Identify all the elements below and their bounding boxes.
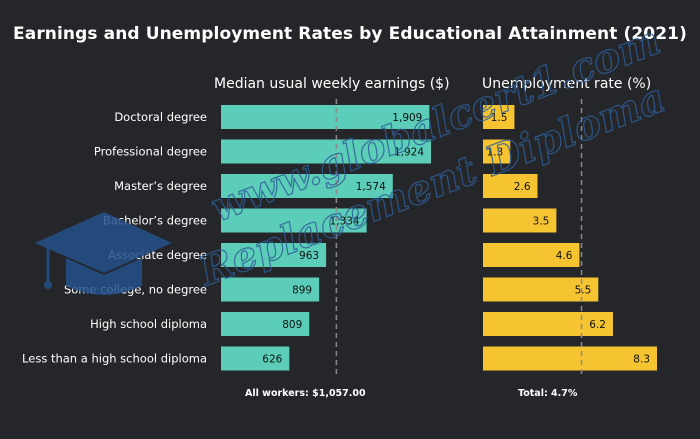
unemployment-bar bbox=[483, 139, 511, 164]
unemployment-value-label: 2.6 bbox=[514, 181, 531, 193]
unemployment-value-label: 5.5 bbox=[575, 285, 592, 297]
earnings-bar bbox=[221, 174, 393, 198]
category-label: High school diploma bbox=[90, 317, 207, 331]
unemployment-bar bbox=[483, 174, 538, 198]
unemployment-bar bbox=[483, 105, 515, 129]
unemployment-value-label: 1.3 bbox=[487, 147, 504, 159]
category-label: Professional degree bbox=[94, 145, 207, 159]
earnings-bar bbox=[221, 277, 320, 302]
category-label: Associate degree bbox=[108, 248, 207, 262]
earnings-value-label: 626 bbox=[262, 354, 282, 366]
unemployment-value-label: 1.5 bbox=[491, 112, 508, 124]
earnings-bar bbox=[221, 346, 290, 371]
unemployment-footer: Total: 4.7% bbox=[518, 388, 578, 399]
earnings-bar bbox=[221, 208, 367, 233]
unemployment-bar bbox=[483, 312, 613, 336]
earnings-bar bbox=[221, 139, 431, 164]
category-label: Some college, no degree bbox=[64, 283, 207, 297]
earnings-value-label: 1,924 bbox=[394, 147, 424, 159]
unemployment-value-label: 4.6 bbox=[556, 250, 573, 262]
earnings-value-label: 809 bbox=[282, 319, 302, 331]
category-label: Bachelor’s degree bbox=[103, 214, 207, 228]
earnings-value-label: 1,574 bbox=[356, 181, 386, 193]
earnings-value-label: 899 bbox=[292, 285, 312, 297]
earnings-value-label: 1,909 bbox=[392, 112, 422, 124]
earnings-footer: All workers: $1,057.00 bbox=[245, 388, 366, 399]
category-label: Less than a high school diploma bbox=[22, 352, 207, 366]
unemployment-value-label: 8.3 bbox=[633, 354, 650, 366]
chart-title: Earnings and Unemployment Rates by Educa… bbox=[13, 24, 687, 44]
unemployment-panel-title: Unemployment rate (%) bbox=[482, 76, 652, 92]
earnings-panel-title: Median usual weekly earnings ($) bbox=[214, 76, 450, 92]
earnings-bar bbox=[221, 243, 327, 267]
unemployment-bar bbox=[483, 346, 657, 371]
earnings-value-label: 963 bbox=[299, 250, 319, 262]
earnings-value-label: 1,334 bbox=[330, 216, 360, 228]
earnings-bar bbox=[221, 312, 310, 336]
category-label: Doctoral degree bbox=[114, 110, 207, 124]
unemployment-bar bbox=[483, 208, 557, 233]
category-label: Master’s degree bbox=[114, 179, 207, 193]
unemployment-bar bbox=[483, 277, 599, 302]
unemployment-value-label: 6.2 bbox=[589, 319, 606, 331]
earnings-bar bbox=[221, 105, 430, 129]
unemployment-value-label: 3.5 bbox=[533, 216, 550, 228]
unemployment-bar bbox=[483, 243, 580, 267]
